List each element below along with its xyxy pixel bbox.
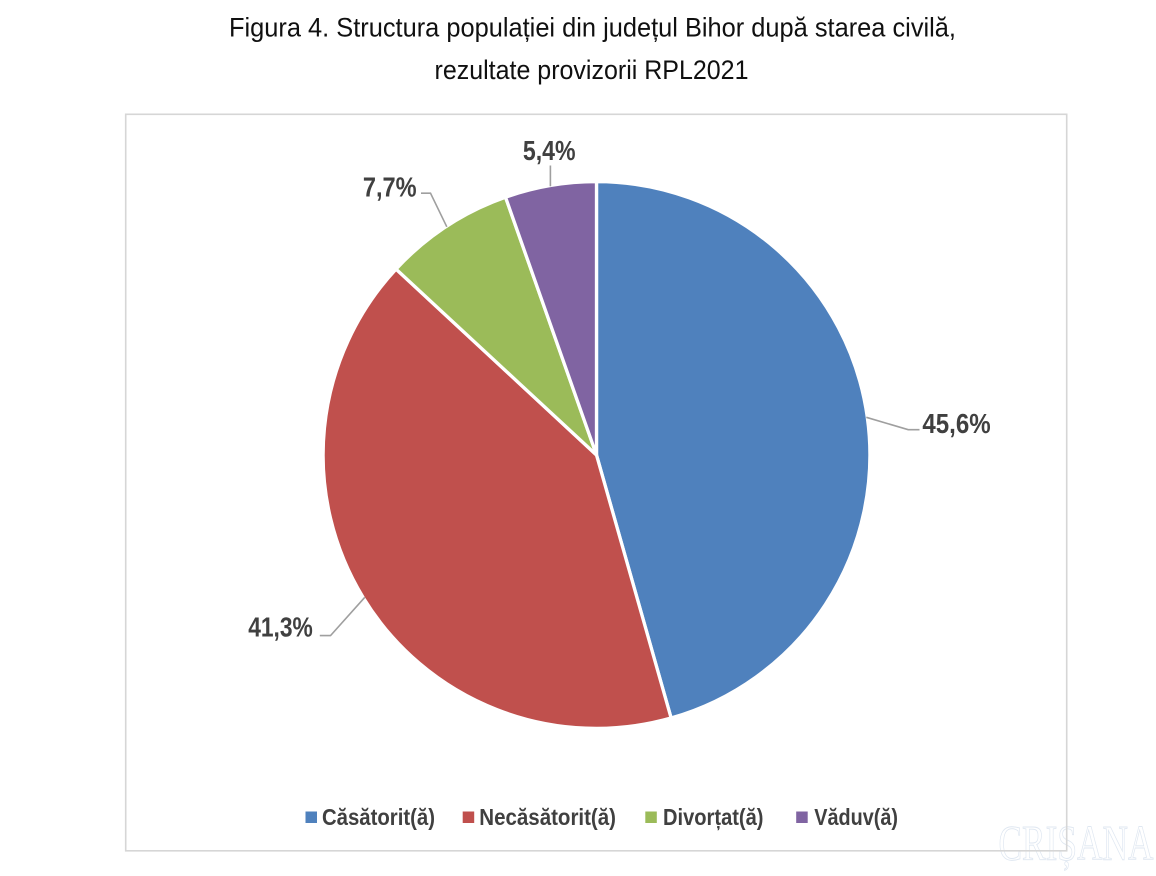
svg-text:CRIȘANA: CRIȘANA [999,815,1154,871]
svg-text:rezultate provizorii RPL2021: rezultate provizorii RPL2021 [435,55,749,85]
svg-text:Văduv(ă): Văduv(ă) [814,804,898,830]
svg-text:41,3%: 41,3% [248,611,313,642]
svg-text:Divorțat(ă): Divorțat(ă) [663,804,764,831]
svg-text:45,6%: 45,6% [922,408,990,439]
svg-text:Căsătorit(ă): Căsătorit(ă) [322,804,435,830]
svg-text:5,4%: 5,4% [523,135,576,166]
svg-text:Necăsătorit(ă): Necăsătorit(ă) [479,804,616,830]
svg-text:Figura 4. Structura populației: Figura 4. Structura populației din județ… [229,13,956,43]
svg-text:7,7%: 7,7% [363,172,417,203]
